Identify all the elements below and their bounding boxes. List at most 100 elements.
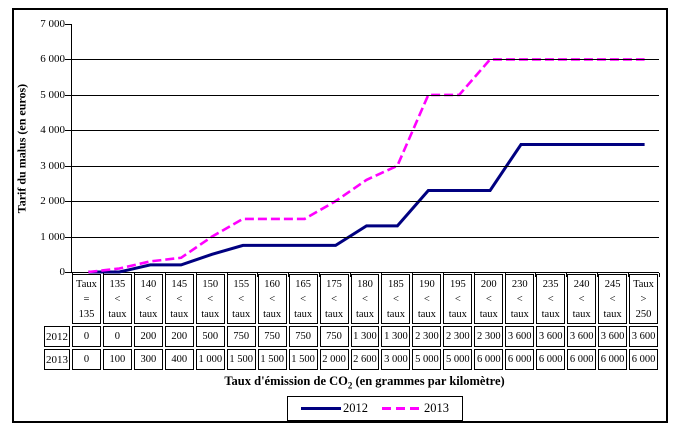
y-tick <box>65 130 71 132</box>
y-tick <box>65 94 71 96</box>
value-cell: 6 000 <box>598 349 628 370</box>
table-corner-spacer <box>44 274 70 324</box>
value-cell: 750 <box>288 326 318 347</box>
value-cell: 300 <box>133 349 163 370</box>
category-header-cell: 155 < taux <box>226 274 256 324</box>
x-tick <box>535 273 537 277</box>
x-tick <box>566 273 568 277</box>
category-header-cell: 195 < taux <box>443 274 473 324</box>
x-tick <box>164 273 166 277</box>
x-tick <box>72 273 73 277</box>
value-cell: 0 <box>102 326 132 347</box>
x-tick <box>597 273 599 277</box>
x-tick <box>473 273 475 277</box>
value-cell: 500 <box>195 326 225 347</box>
gridline <box>72 130 659 132</box>
value-cell: 2 300 <box>474 326 504 347</box>
y-tick-label: 7 000 <box>40 18 65 30</box>
category-header-cell: 190 < taux <box>412 274 442 324</box>
x-tick <box>195 273 197 277</box>
x-tick <box>319 273 321 277</box>
category-header-cell: 185 < taux <box>381 274 411 324</box>
value-cell: 200 <box>164 326 194 347</box>
y-tick-label: 2 000 <box>40 195 65 208</box>
value-cell: 750 <box>319 326 349 347</box>
value-cell: 5 000 <box>412 349 442 370</box>
value-cell: 5 000 <box>443 349 473 370</box>
y-tick-label: 4 000 <box>40 124 65 137</box>
plot-area <box>71 24 659 274</box>
legend-box: 2012 2013 <box>287 396 463 421</box>
y-tick <box>65 272 71 273</box>
value-cell: 2 000 <box>319 349 349 370</box>
x-tick <box>257 273 259 277</box>
gridline <box>72 94 659 96</box>
row-label-2012: 2012 <box>44 326 70 347</box>
y-tick-label: 6 000 <box>40 53 65 66</box>
x-tick <box>133 273 135 277</box>
x-tick <box>350 273 352 277</box>
y-tick <box>65 165 71 167</box>
gridline <box>72 201 659 203</box>
value-cell: 6 000 <box>567 349 597 370</box>
category-header-cell: 200 < taux <box>474 274 504 324</box>
co2-subscript: 2 <box>347 380 353 391</box>
x-axis-title-suffix: (en grammes par kilomètre) <box>352 374 505 388</box>
value-cell: 750 <box>226 326 256 347</box>
value-cell: 1 500 <box>226 349 256 370</box>
value-cell: 2 600 <box>350 349 380 370</box>
category-header-cell: 160 < taux <box>257 274 287 324</box>
value-cell: 3 600 <box>505 326 535 347</box>
y-tick-label: 1 000 <box>40 230 65 243</box>
value-cell: 1 300 <box>381 326 411 347</box>
x-tick <box>628 273 630 277</box>
y-tick <box>65 24 71 25</box>
row-label-2013: 2013 <box>44 349 70 370</box>
category-header-cell: 140 < taux <box>133 274 163 324</box>
value-cell: 400 <box>164 349 194 370</box>
value-cell: 0 <box>72 326 101 347</box>
value-cell: 100 <box>102 349 132 370</box>
category-header-cell: 235 < taux <box>536 274 566 324</box>
legend-label: 2012 <box>343 401 368 415</box>
category-header-cell: Taux > 250 <box>629 274 658 324</box>
value-cell: 2 300 <box>443 326 473 347</box>
x-axis-title: Taux d'émission de CO2 (en grammes par k… <box>71 374 658 391</box>
value-cell: 1 300 <box>350 326 380 347</box>
value-cell: 1 500 <box>288 349 318 370</box>
value-cell: 3 600 <box>567 326 597 347</box>
value-cell: 6 000 <box>629 349 658 370</box>
category-header-cell: 165 < taux <box>288 274 318 324</box>
y-tick-label: 5 000 <box>40 88 65 101</box>
y-tick-label: 3 000 <box>40 159 65 172</box>
legend-item-2013: 2013 <box>382 401 449 416</box>
value-cell: 2 300 <box>412 326 442 347</box>
legend-line-sample-2012 <box>301 407 341 410</box>
legend-line-sample-2013 <box>382 407 422 410</box>
category-header-cell: 145 < taux <box>164 274 194 324</box>
value-cell: 6 000 <box>505 349 535 370</box>
y-tick-label: 0 <box>59 266 66 278</box>
data-table: Taux = 135 135 < taux 140 < taux 145 < taux… <box>44 274 658 370</box>
category-header-cell: 180 < taux <box>350 274 380 324</box>
x-tick <box>288 273 290 277</box>
gridline <box>72 236 659 238</box>
value-cell: 6 000 <box>474 349 504 370</box>
category-header-cell: 230 < taux <box>505 274 535 324</box>
y-tick <box>65 59 71 61</box>
category-header-cell: Taux = 135 <box>72 274 101 324</box>
category-header-cell: 135 < taux <box>102 274 132 324</box>
value-cell: 200 <box>133 326 163 347</box>
category-header-cell: 175 < taux <box>319 274 349 324</box>
x-tick <box>102 273 104 277</box>
value-cell: 3 000 <box>381 349 411 370</box>
value-cell: 0 <box>72 349 101 370</box>
value-cell: 1 500 <box>257 349 287 370</box>
category-header-cell: 240 < taux <box>567 274 597 324</box>
value-cell: 6 000 <box>536 349 566 370</box>
value-cell: 750 <box>257 326 287 347</box>
category-header-cell: 150 < taux <box>195 274 225 324</box>
gridline <box>72 165 659 167</box>
y-tick <box>65 236 71 238</box>
